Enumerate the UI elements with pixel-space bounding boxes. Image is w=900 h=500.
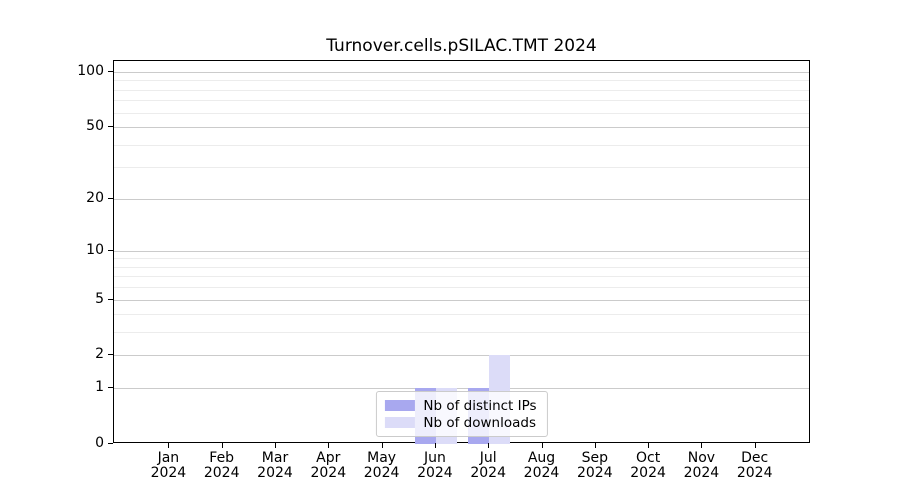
x-tick-label-line: 2024: [736, 465, 773, 481]
y-tick-label: 10: [86, 241, 104, 258]
x-tick-label-line: 2024: [576, 465, 613, 481]
y-tick-label: 100: [77, 63, 104, 79]
x-tick-label: Oct 2024: [616, 451, 680, 481]
y-tick-label: 50: [86, 118, 104, 135]
major-gridline: [114, 72, 809, 73]
x-tick-label-line: Sep: [581, 450, 608, 466]
x-tick-label-line: Nov: [687, 450, 716, 466]
legend-swatch-downloads-icon: [384, 417, 415, 428]
chart-title: Turnover.cells.pSILAC.TMT 2024: [326, 36, 597, 56]
chart-plot-area: Nb of distinct IPs Nb of downloads: [113, 60, 810, 444]
x-tick-label-line: Dec: [741, 450, 769, 466]
y-tick-label: 0: [95, 435, 104, 451]
x-tick-label: Feb 2024: [190, 451, 254, 481]
major-gridline: [114, 388, 809, 390]
minor-gridline: [114, 314, 809, 316]
legend-entry-downloads: Nb of downloads: [384, 414, 536, 431]
minor-gridline: [114, 80, 809, 82]
x-tick-mark: [381, 443, 383, 448]
x-tick-label-line: Jul: [479, 450, 497, 466]
x-tick-label-line: 2024: [363, 465, 400, 481]
minor-gridline: [114, 112, 809, 114]
x-tick-mark: [648, 443, 650, 448]
minor-gridline: [114, 144, 809, 146]
x-tick-mark: [541, 443, 543, 448]
x-tick-label-line: 2024: [630, 465, 666, 481]
x-tick-mark: [221, 443, 223, 448]
legend: Nb of distinct IPs Nb of downloads: [375, 391, 548, 437]
x-tick-label: Jan 2024: [136, 451, 200, 481]
x-tick-mark: [275, 443, 276, 448]
y-tick-mark: [108, 443, 113, 444]
x-tick-label: Aug 2024: [510, 451, 574, 481]
x-tick-label-line: Jan: [157, 450, 180, 466]
minor-gridline: [114, 276, 809, 278]
minor-gridline: [114, 266, 809, 268]
x-tick-label: Apr 2024: [296, 451, 360, 481]
x-tick-mark: [594, 443, 596, 448]
x-tick-label-line: 2024: [523, 465, 560, 481]
x-tick-label-line: Mar: [261, 450, 289, 466]
y-tick-label: 1: [95, 379, 104, 396]
x-tick-label-line: 2024: [417, 465, 453, 481]
x-tick-label: May 2024: [350, 451, 414, 481]
minor-gridline: [114, 167, 809, 169]
x-tick-label-line: 2024: [150, 465, 187, 481]
x-tick-label-line: 2024: [470, 465, 506, 481]
minor-gridline: [114, 100, 809, 102]
x-tick-label-line: Apr: [316, 450, 341, 466]
major-gridline: [114, 355, 809, 357]
legend-label-distinct-ips: Nb of distinct IPs: [423, 397, 537, 414]
major-gridline: [114, 250, 809, 252]
y-tick-label: 2: [95, 346, 104, 363]
x-tick-mark: [701, 443, 703, 448]
x-tick-label-line: Jun: [423, 450, 446, 466]
minor-gridline: [114, 332, 809, 334]
x-tick-label: Dec 2024: [723, 451, 787, 481]
x-tick-label-line: Oct: [635, 450, 661, 466]
x-tick-label-line: 2024: [310, 465, 347, 481]
major-gridline: [114, 299, 809, 301]
x-tick-label: Sep 2024: [563, 451, 627, 481]
x-tick-label: Jul 2024: [456, 451, 520, 481]
minor-gridline: [114, 287, 809, 289]
x-tick-mark: [168, 443, 170, 448]
x-tick-label-line: 2024: [203, 465, 240, 481]
x-tick-mark: [754, 443, 756, 448]
x-tick-label-line: 2024: [683, 465, 720, 481]
x-tick-label-line: Feb: [209, 450, 235, 466]
y-tick-label: 20: [86, 189, 104, 206]
major-gridline: [114, 198, 809, 200]
legend-label-downloads: Nb of downloads: [423, 414, 536, 431]
major-gridline: [114, 127, 809, 129]
legend-entry-distinct-ips: Nb of distinct IPs: [384, 397, 537, 414]
minor-gridline: [114, 89, 809, 91]
x-tick-label: Nov 2024: [669, 451, 733, 481]
legend-swatch-distinct-ips-icon: [384, 400, 415, 411]
x-tick-mark: [328, 443, 330, 448]
x-tick-label: Mar 2024: [243, 451, 307, 481]
y-tick-label: 5: [95, 290, 104, 307]
x-tick-label-line: Aug: [527, 450, 556, 466]
minor-gridline: [114, 258, 809, 260]
x-tick-label-line: 2024: [257, 465, 293, 481]
x-tick-label: Jun 2024: [403, 451, 467, 481]
x-tick-label-line: May: [367, 450, 397, 466]
